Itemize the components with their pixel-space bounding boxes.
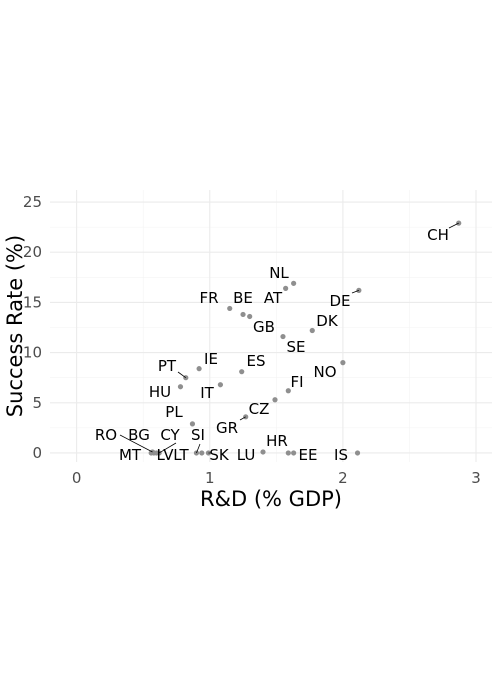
label-pt: PT xyxy=(158,357,177,375)
label-gb: GB xyxy=(253,318,275,336)
point-is xyxy=(354,450,361,456)
point-labels: CH NL AT DE FR BE DK GB SE NO IE ES PT FI HU IT CZ PL GR RO… xyxy=(95,226,449,464)
point-dk xyxy=(309,327,315,334)
label-fi: FI xyxy=(290,373,303,391)
point-fi xyxy=(285,388,291,394)
point-lv xyxy=(153,450,160,456)
y-tick-label: 0 xyxy=(32,444,42,462)
point-ie xyxy=(196,366,202,372)
label-de: DE xyxy=(329,292,350,310)
label-gr: GR xyxy=(216,419,238,437)
label-at: AT xyxy=(264,289,283,307)
label-lu: LU xyxy=(237,446,256,464)
point-it xyxy=(217,382,224,388)
label-pl: PL xyxy=(165,403,183,421)
point-be xyxy=(240,311,246,318)
point-se xyxy=(280,333,286,340)
point-hr xyxy=(260,449,266,455)
leader-si xyxy=(196,443,201,454)
x-tick-label: 0 xyxy=(72,469,82,487)
y-axis-title: Success Rate (%) xyxy=(3,235,27,417)
x-tick-label: 2 xyxy=(338,469,348,487)
label-ee: EE xyxy=(299,446,318,464)
point-at xyxy=(283,285,289,291)
label-be: BE xyxy=(233,289,253,307)
label-cy: CY xyxy=(160,426,180,444)
label-sk: SK xyxy=(209,446,230,464)
label-lt: LT xyxy=(173,446,189,464)
point-lu xyxy=(285,450,291,456)
label-mt: MT xyxy=(119,446,142,464)
y-tick-label: 5 xyxy=(32,394,42,412)
label-no: NO xyxy=(313,363,336,381)
label-nl: NL xyxy=(269,264,289,282)
leader-ro xyxy=(119,434,153,453)
leader-cy xyxy=(158,442,177,454)
data-points xyxy=(148,220,462,456)
x-tick-label: 3 xyxy=(471,469,481,487)
leader-ch xyxy=(448,222,459,229)
y-tick-label: 20 xyxy=(23,243,42,261)
label-it: IT xyxy=(200,384,214,402)
label-leaders xyxy=(119,222,459,454)
y-tick-label: 10 xyxy=(23,344,42,362)
point-si xyxy=(193,450,200,456)
label-es: ES xyxy=(247,352,266,370)
x-axis-title: R&D (% GDP) xyxy=(200,487,342,511)
grid xyxy=(50,190,492,462)
point-fr xyxy=(227,305,233,312)
x-tick-label: 1 xyxy=(205,469,215,487)
leader-gr xyxy=(239,416,246,421)
point-pl xyxy=(189,421,196,427)
point-cz xyxy=(272,397,278,403)
label-ch: CH xyxy=(427,226,449,244)
label-se: SE xyxy=(287,338,306,356)
point-nl xyxy=(291,280,297,286)
point-hu xyxy=(177,384,184,390)
leader-de xyxy=(351,289,360,294)
label-hu: HU xyxy=(149,383,171,401)
point-gb xyxy=(247,313,253,320)
y-tick-label: 15 xyxy=(23,293,42,311)
y-tick-label: 25 xyxy=(23,193,42,211)
point-es xyxy=(239,369,245,375)
label-lv: LV xyxy=(157,446,175,464)
point-no xyxy=(340,360,346,366)
label-bg: BG xyxy=(128,426,150,444)
label-cz: CZ xyxy=(249,400,270,418)
label-is: IS xyxy=(334,446,348,464)
tick-labels: 0 1 2 3 0 5 10 15 20 25 xyxy=(23,193,481,487)
label-hr: HR xyxy=(266,432,288,450)
label-ro: RO xyxy=(95,426,117,444)
label-si: SI xyxy=(191,426,205,444)
leader-pt xyxy=(177,371,187,379)
point-ee xyxy=(291,450,297,456)
label-dk: DK xyxy=(316,312,339,330)
label-fr: FR xyxy=(199,289,218,307)
point-lt xyxy=(199,450,205,456)
label-ie: IE xyxy=(204,350,218,368)
